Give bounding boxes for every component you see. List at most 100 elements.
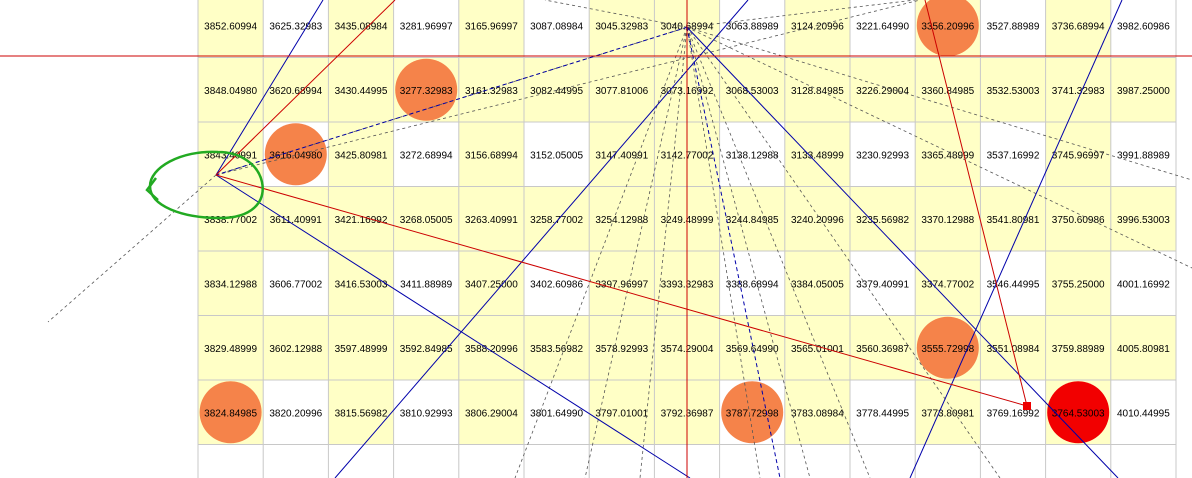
cell-bg <box>850 186 916 251</box>
cell-value: 3592.84985 <box>400 344 453 355</box>
cell-value: 3435.08984 <box>335 21 388 32</box>
cell-bg <box>458 0 524 58</box>
cell-bg <box>589 380 655 445</box>
cell-value: 4001.16992 <box>1117 279 1170 290</box>
cell-value: 3541.80981 <box>987 215 1040 226</box>
cell-bg <box>328 380 394 445</box>
dashed-ray <box>584 27 688 478</box>
cell-value: 3569.64990 <box>726 344 779 355</box>
red-path-line <box>215 174 1028 407</box>
cell-value: 3834.12988 <box>204 279 257 290</box>
cell-marker-circle[interactable] <box>199 381 262 444</box>
dashed-ray <box>686 27 1001 478</box>
cell-bg <box>589 315 655 380</box>
cell-bg <box>1110 186 1176 251</box>
blue-path-line <box>215 174 691 478</box>
cell-bg <box>1045 0 1111 58</box>
cell-marker-circle[interactable] <box>916 0 979 57</box>
cell-marker-circle[interactable] <box>721 381 784 444</box>
cell-bg <box>198 57 264 122</box>
cell-value: 3258.77002 <box>530 215 583 226</box>
cell-value: 3824.84985 <box>204 408 257 419</box>
cell-value: 3829.48999 <box>204 344 257 355</box>
dashed-ray <box>514 27 688 478</box>
cell-bg <box>263 57 329 122</box>
blue-dashed-ray <box>215 26 688 176</box>
dashed-ray-source <box>215 0 921 176</box>
cell-bg <box>524 186 590 251</box>
cell-bg <box>458 251 524 316</box>
annotation-ellipse <box>148 150 264 220</box>
cell-value: 3365.48999 <box>921 150 974 161</box>
cell-bg <box>328 251 394 316</box>
cell-value: 3082.44995 <box>530 86 583 97</box>
dashed-ray <box>544 0 688 28</box>
cell-value: 3077.81006 <box>595 86 648 97</box>
cell-value: 3583.56982 <box>530 344 583 355</box>
cell-value: 3606.77002 <box>269 279 322 290</box>
cell-bg <box>198 0 264 58</box>
cell-value: 3741.32983 <box>1052 86 1105 97</box>
cell-value: 3755.25000 <box>1052 279 1105 290</box>
cell-value: 3783.08984 <box>791 408 844 419</box>
cell-value: 3411.88989 <box>400 279 453 290</box>
cell-bg <box>719 315 785 380</box>
cell-bg <box>915 380 981 445</box>
cell-value: 3268.05005 <box>400 215 453 226</box>
dashed-ray-source <box>47 174 217 323</box>
cell-value: 3820.20996 <box>269 408 322 419</box>
cell-value: 3565.01001 <box>791 344 844 355</box>
cell-value: 3133.48999 <box>791 150 844 161</box>
cell-marker-circle[interactable] <box>264 123 327 186</box>
cell-value: 3778.44995 <box>856 408 909 419</box>
cell-value: 3555.72998 <box>921 344 974 355</box>
cell-marker-circle[interactable] <box>1047 381 1110 444</box>
cell-value: 3397.96997 <box>595 279 648 290</box>
cell-bg <box>784 0 850 58</box>
cell-bg <box>915 186 981 251</box>
cell-bg <box>393 186 459 251</box>
dashed-ray <box>686 27 761 478</box>
cell-value: 3838.77002 <box>204 215 257 226</box>
cell-value: 3745.96997 <box>1052 150 1105 161</box>
cell-bg <box>328 122 394 187</box>
cell-bg <box>784 122 850 187</box>
cell-bg <box>198 315 264 380</box>
cell-value: 3068.53003 <box>726 86 779 97</box>
cell-bg <box>1045 122 1111 187</box>
cell-bg <box>784 186 850 251</box>
cell-bg <box>328 186 394 251</box>
cell-values: 3852.60994 3625.32983 3435.08984 3281.96997… <box>204 21 1170 419</box>
cell-marker-circle[interactable] <box>395 58 458 121</box>
cell-value: 3087.08984 <box>530 21 583 32</box>
cell-bg <box>458 122 524 187</box>
cell-value: 3356.20996 <box>921 21 974 32</box>
cell-bg <box>915 251 981 316</box>
cell-bg <box>980 57 1046 122</box>
cell-marker-circle[interactable] <box>916 316 979 379</box>
cell-value: 3147.40991 <box>595 150 648 161</box>
cell-value: 3852.60994 <box>204 21 257 32</box>
cell-value: 3625.32983 <box>269 21 322 32</box>
cell-bg <box>589 122 655 187</box>
cell-bg <box>458 57 524 122</box>
cell-value: 3379.40991 <box>856 279 909 290</box>
cell-value: 3810.92993 <box>400 408 453 419</box>
path-endpoint-square[interactable] <box>1023 402 1031 410</box>
cell-value: 3597.48999 <box>335 344 388 355</box>
cell-value: 3281.96997 <box>400 21 453 32</box>
cell-value: 3244.84985 <box>726 215 779 226</box>
cell-value: 3272.68994 <box>400 150 453 161</box>
cell-value: 3045.32983 <box>595 21 648 32</box>
cell-bg <box>328 57 394 122</box>
cell-value: 3407.25000 <box>465 279 518 290</box>
cell-value: 3532.53003 <box>987 86 1040 97</box>
cell-value: 3588.20996 <box>465 344 518 355</box>
cell-value: 3546.44995 <box>987 279 1040 290</box>
cell-value: 3578.92993 <box>595 344 648 355</box>
cell-bg <box>1110 57 1176 122</box>
cell-value: 3769.16992 <box>987 408 1040 419</box>
cell-bg <box>850 315 916 380</box>
cell-value: 3560.36987 <box>856 344 909 355</box>
